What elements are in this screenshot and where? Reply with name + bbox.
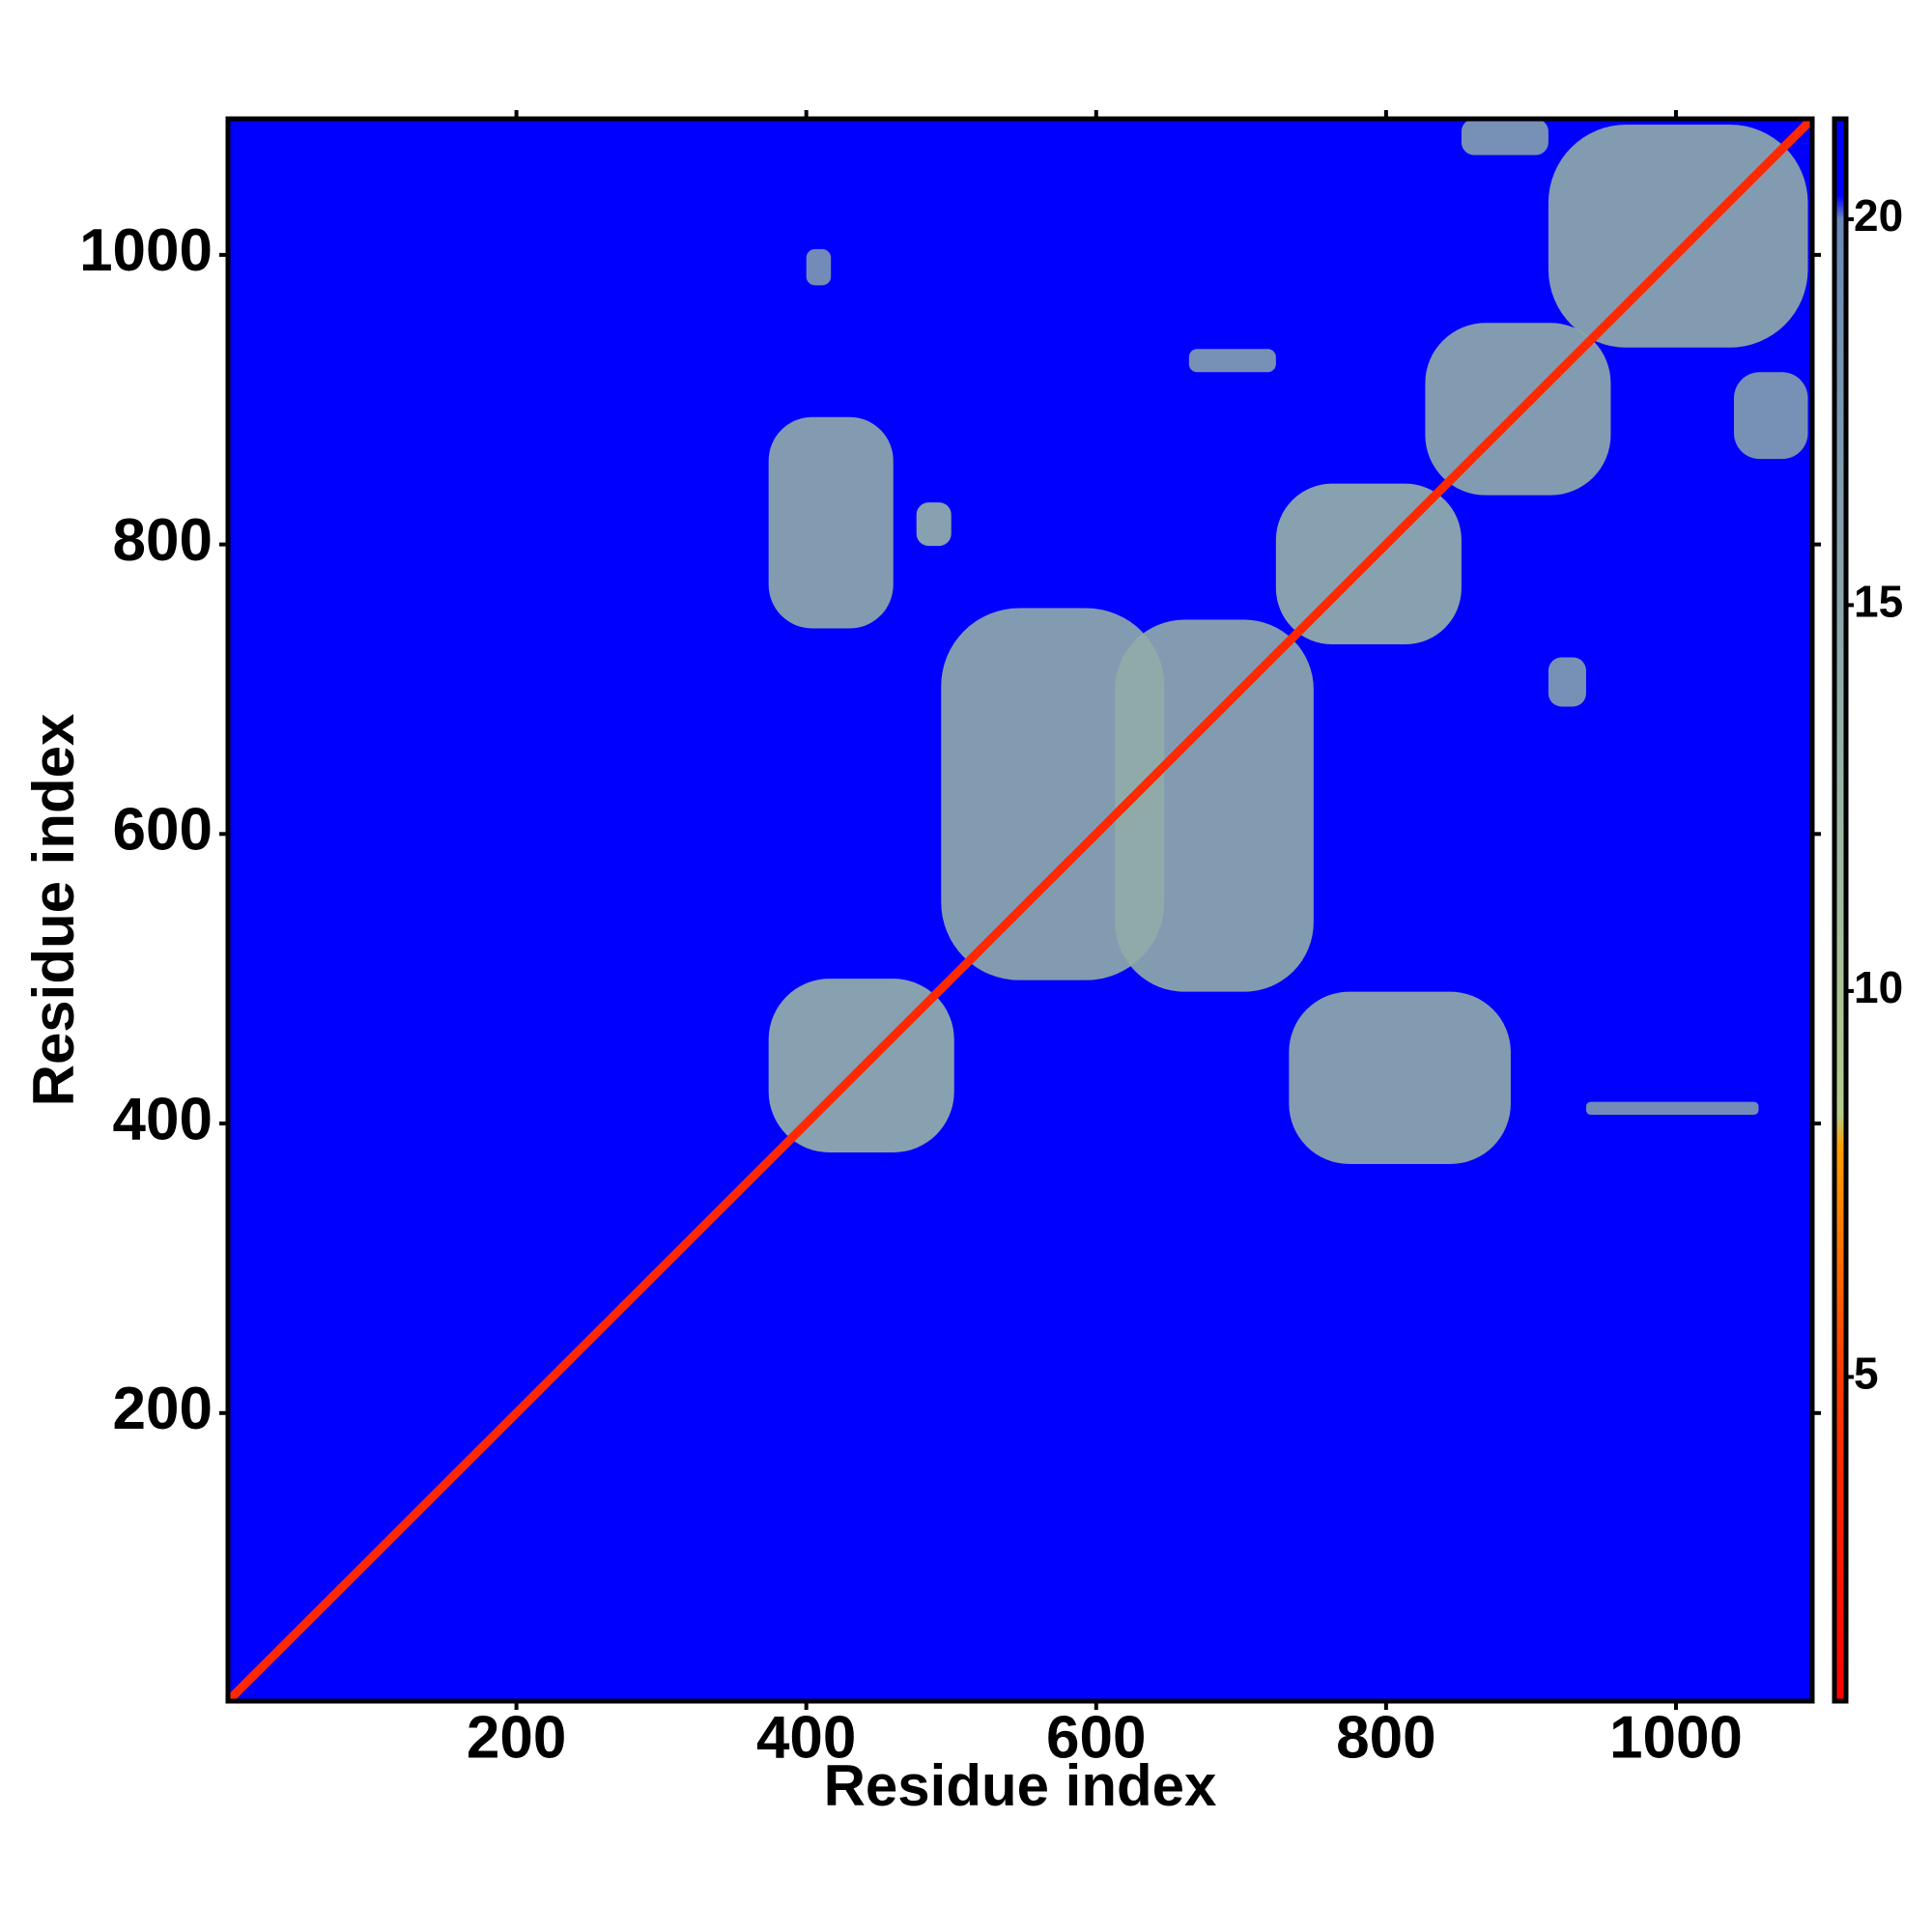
y-tick-label: 800 — [113, 507, 213, 574]
contact-region — [1115, 619, 1314, 992]
contact-region — [1289, 991, 1511, 1165]
y-tick-label: 400 — [113, 1086, 213, 1152]
heatmap — [228, 119, 1812, 1701]
colorbar-tick-label: 15 — [1854, 577, 1903, 627]
y-tick-label: 600 — [113, 797, 213, 864]
contact-region — [916, 502, 952, 547]
colorbar-tick-label: 5 — [1854, 1349, 1879, 1399]
colorbar-tick-label: 20 — [1854, 190, 1903, 241]
contact-region — [941, 608, 1165, 980]
contact-region — [806, 248, 832, 286]
diagonal — [228, 119, 1812, 1701]
x-axis-title: Residue index — [824, 1753, 1217, 1818]
contact-region — [1188, 349, 1276, 373]
x-tick-label: 600 — [1046, 1704, 1146, 1771]
x-tick-label: 400 — [756, 1704, 856, 1771]
y-tick-label: 1000 — [79, 217, 213, 284]
y-axis-title: Residue index — [21, 714, 86, 1107]
x-tick-label: 200 — [467, 1704, 566, 1771]
contact-region — [1548, 657, 1586, 707]
y-tick-label: 200 — [113, 1376, 213, 1442]
colorbar-tick-label: 10 — [1854, 962, 1903, 1012]
x-tick-label: 800 — [1336, 1704, 1435, 1771]
colorbar — [1832, 116, 1849, 1704]
contact-region — [1461, 119, 1548, 156]
plot-frame — [225, 116, 1815, 1704]
contact-region — [1733, 372, 1808, 460]
contact-region — [1548, 124, 1808, 348]
x-tick-label: 1000 — [1609, 1704, 1743, 1771]
contact-region — [768, 416, 894, 629]
contact-region — [1585, 1101, 1759, 1116]
